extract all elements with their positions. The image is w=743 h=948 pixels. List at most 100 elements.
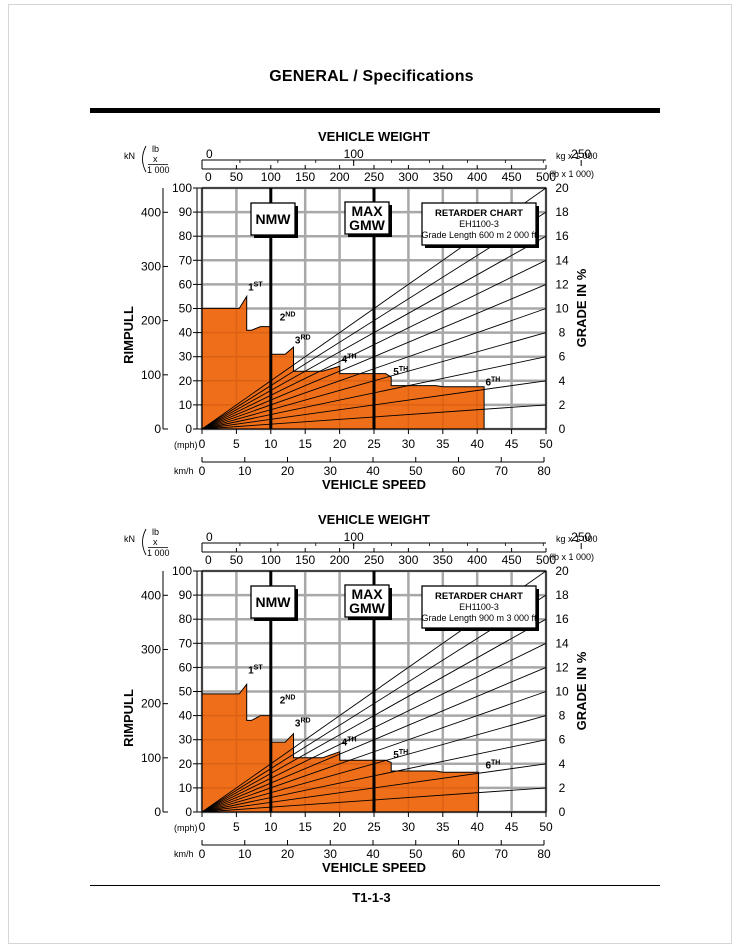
lb-rimpull-tick-label: 80	[179, 229, 193, 243]
gear-suffix: TH	[399, 749, 408, 756]
kmh-tick-label: 60	[452, 847, 466, 861]
speed-axis-title: VEHICLE SPEED	[322, 477, 426, 492]
kn-tick-label: 400	[141, 205, 161, 219]
kmh-tick-label: 30	[324, 847, 338, 861]
kg-tick-label: 250	[571, 147, 591, 161]
gear-label-1: 1ST	[248, 281, 263, 293]
retarder-model: EH1100-3	[459, 602, 499, 612]
retarder-info-box	[421, 585, 537, 629]
kn-unit: kN	[124, 534, 135, 544]
mph-tick-label: 15	[299, 820, 313, 834]
gear-number: 4	[342, 738, 348, 749]
max-gmw-box-shadow	[348, 617, 392, 620]
kmh-tick-label: 40	[366, 847, 380, 861]
lb-rimpull-tick-label: 80	[179, 612, 193, 626]
kmh-tick-label: 0	[199, 464, 206, 478]
lb-weight-tick-label: 500	[536, 170, 556, 184]
lb-unit: lb	[152, 144, 159, 154]
gear-suffix: RD	[300, 717, 310, 724]
grade-tick-label: 16	[555, 229, 569, 243]
gear-suffix: TH	[491, 377, 500, 384]
lb-weight-tick-label: 400	[467, 170, 487, 184]
kmh-unit: km/h	[174, 466, 194, 476]
lb-weight-tick-label: 350	[433, 170, 453, 184]
gear-number: 3	[295, 718, 301, 729]
kmh-tick-label: 70	[495, 847, 509, 861]
lb-weight-tick-label: 100	[261, 553, 281, 567]
gmw-label: GMW	[349, 217, 386, 233]
lb-weight-tick-label: 500	[536, 553, 556, 567]
gear-suffix: TH	[347, 354, 356, 361]
header-rule	[90, 108, 660, 113]
mph-tick-label: 5	[233, 820, 240, 834]
grade-length: Grade Length 600 m 2 000 ft	[421, 230, 537, 240]
grade-tick-label: 0	[559, 422, 566, 436]
gear-label-6: 6TH	[485, 377, 500, 389]
retarder-info-box	[421, 202, 537, 246]
gear-number: 4	[342, 355, 348, 366]
lb-rimpull-tick-label: 60	[179, 277, 193, 291]
grade-tick-label: 12	[555, 660, 569, 674]
lb-weight-tick-label: 50	[230, 553, 244, 567]
kn-tick-label: 200	[141, 697, 161, 711]
kmh-tick-label: 50	[409, 847, 423, 861]
mph-tick-label: 0	[199, 820, 206, 834]
rimpull-axis-title: RIMPULL	[121, 306, 136, 364]
gear-label-2: 2ND	[280, 695, 296, 707]
gear-number: 6	[485, 378, 491, 389]
mph-tick-label: 45	[505, 437, 519, 451]
kmh-tick-label: 20	[281, 847, 295, 861]
mph-tick-label: 40	[471, 820, 485, 834]
kmh-tick-label: 40	[366, 464, 380, 478]
grade-tick-label: 8	[559, 326, 566, 340]
lb-rimpull-tick-label: 70	[179, 253, 193, 267]
gear-number: 2	[280, 313, 286, 324]
lb-rimpull-tick-label: 0	[185, 422, 192, 436]
nmw-box-shadow	[295, 589, 298, 621]
gear-number: 5	[393, 367, 399, 378]
kmh-tick-label: 0	[199, 847, 206, 861]
kg-tick-label: 0	[206, 147, 213, 161]
kn-tick-label: 0	[154, 805, 161, 819]
gear-suffix: ND	[285, 312, 295, 319]
lb-div: 1 000	[147, 548, 170, 558]
gear-number: 2	[280, 696, 286, 707]
retarder-chart-title: RETARDER CHART	[435, 591, 523, 602]
page-number: T1-1-3	[352, 890, 391, 905]
mph-unit: (mph)	[174, 823, 198, 833]
mph-tick-label: 30	[402, 437, 416, 451]
gear-label-2: 2ND	[280, 312, 296, 324]
gear-label-3: 3RD	[295, 717, 311, 729]
mph-tick-label: 35	[436, 437, 450, 451]
lb-rimpull-tick-label: 40	[179, 326, 193, 340]
lb-unit: lb	[152, 527, 159, 537]
kmh-tick-label: 50	[409, 464, 423, 478]
retarder-info-box-shadow	[536, 206, 539, 248]
nmw-box	[250, 585, 296, 619]
gear-suffix: TH	[491, 760, 500, 767]
grade-tick-label: 14	[555, 253, 569, 267]
nmw-box-shadow	[254, 235, 298, 238]
lb-weight-tick-label: 350	[433, 553, 453, 567]
lb-weight-tick-label: 200	[330, 170, 350, 184]
grade-tick-label: 2	[559, 398, 566, 412]
lb-rimpull-tick-label: 100	[172, 564, 192, 578]
lb-weight-tick-label: 300	[398, 553, 418, 567]
grade-tick-label: 4	[559, 374, 566, 388]
max-label: MAX	[351, 203, 383, 219]
max-gmw-box-shadow	[348, 234, 392, 237]
grade-tick-label: 20	[555, 181, 569, 195]
nmw-label: NMW	[256, 594, 292, 610]
lb-weight-tick-label: 400	[467, 553, 487, 567]
lb-weight-tick-label: 450	[502, 553, 522, 567]
nmw-box-shadow	[254, 618, 298, 621]
speed-axis-title: VEHICLE SPEED	[322, 860, 426, 875]
lb-weight-tick-label: 100	[261, 170, 281, 184]
gear-number: 5	[393, 750, 399, 761]
lb-rimpull-tick-label: 0	[185, 805, 192, 819]
max-gmw-box-shadow	[389, 205, 392, 237]
retarder-info-box-shadow	[425, 628, 539, 631]
kmh-tick-label: 60	[452, 464, 466, 478]
kn-tick-label: 300	[141, 259, 161, 273]
